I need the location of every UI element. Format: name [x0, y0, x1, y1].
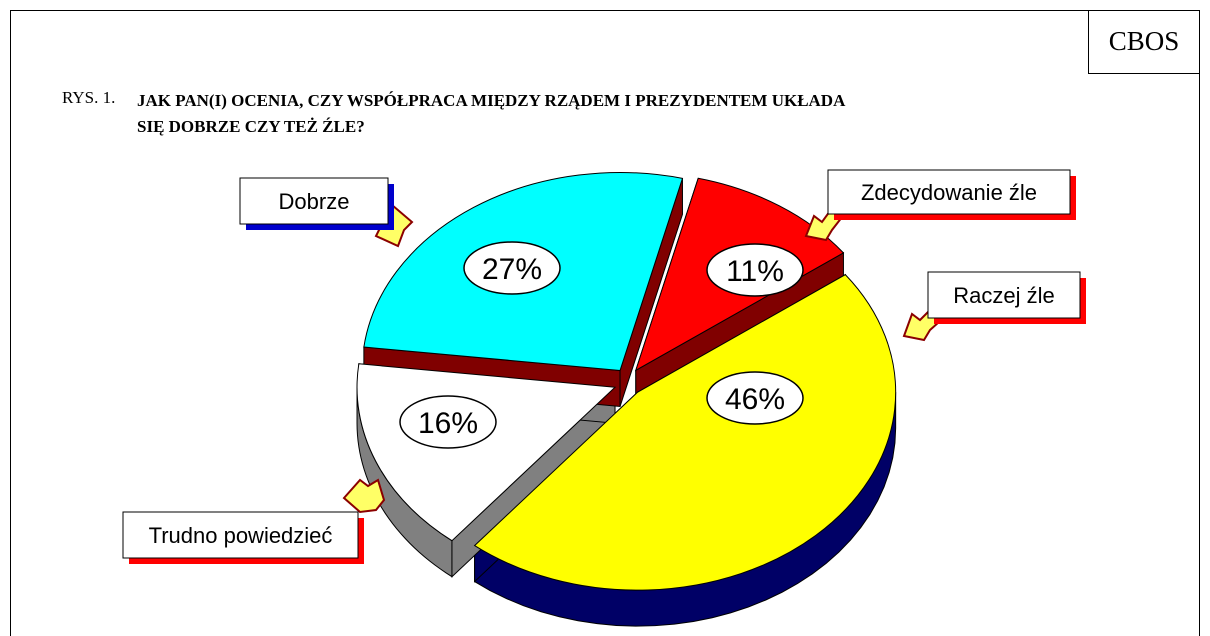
legend-box: [122, 511, 359, 559]
legend-label: Trudno powiedzieć: [149, 523, 333, 548]
figure-label: RYS. 1.: [62, 88, 116, 107]
value-label: 27%: [482, 253, 542, 286]
chart-title: JAK PAN(I) OCENIA, CZY WSPÓŁPRACA MIĘDZY…: [137, 91, 845, 136]
value-label: 16%: [418, 407, 478, 440]
legend-label: Dobrze: [279, 189, 350, 214]
value-label-bubble: [463, 241, 561, 295]
legend-label: Raczej źle: [953, 283, 1054, 308]
source: CBOS: [1088, 10, 1199, 74]
frame: [10, 10, 1200, 636]
value-label-bubble: [399, 395, 497, 449]
value-label-bubble: [706, 243, 804, 297]
value-label: 46%: [725, 383, 785, 416]
value-label: 11%: [726, 255, 784, 288]
legend-box: [927, 271, 1081, 319]
slice: [473, 274, 897, 591]
legend-label: Zdecydowanie źle: [861, 180, 1037, 205]
value-label-bubble: [706, 371, 804, 425]
legend-box: [827, 169, 1071, 215]
arrow: [342, 478, 386, 514]
legend-box: [239, 177, 389, 225]
